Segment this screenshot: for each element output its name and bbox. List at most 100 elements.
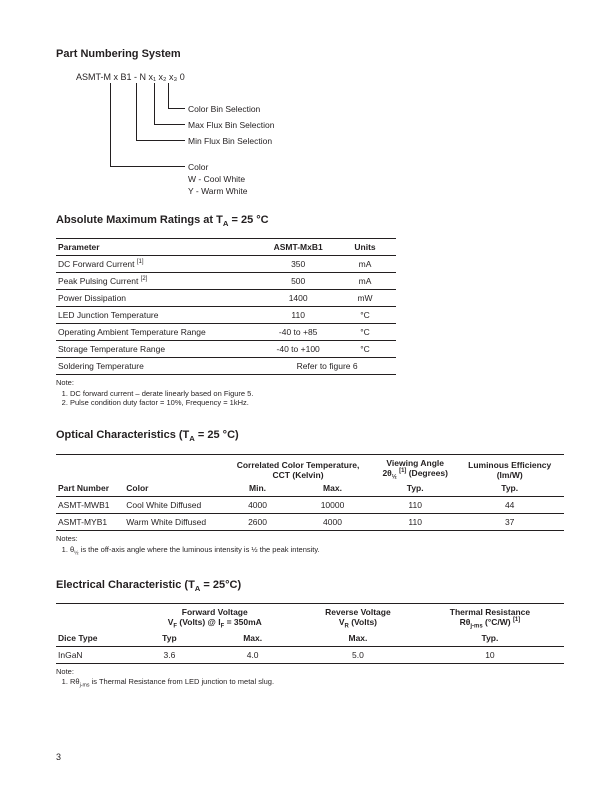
elec-h-max2: Max. <box>300 630 420 647</box>
note-sub: j-ms <box>80 682 90 688</box>
amr-h-param: Parameter <box>56 239 262 256</box>
opt-notes: Notes: θ½ is the off-axis angle where th… <box>56 534 564 556</box>
section-title-elec: Electrical Characteristic (TA = 25°C) <box>56 579 564 593</box>
opt-cell: 37 <box>459 514 564 531</box>
page-number: 3 <box>56 752 61 762</box>
opt-table: Correlated Color Temperature, CCT (Kelvi… <box>56 454 564 532</box>
elec-cell: InGaN <box>56 646 134 663</box>
elec-h-typ: Typ <box>134 630 210 647</box>
pnd-label-color-y: Y - Warm White <box>188 186 248 196</box>
opt-cell: ASMT-MYB1 <box>56 514 124 531</box>
opt-cell: Warm White Diffused <box>124 514 225 531</box>
elec-cell: 4.0 <box>209 646 300 663</box>
note-label: Note: <box>56 667 74 676</box>
amr-cell: mW <box>338 290 396 307</box>
pnd-label-colorbin: Color Bin Selection <box>188 104 260 114</box>
opt-cell: 110 <box>375 497 459 514</box>
amr-cell: Refer to figure 6 <box>262 358 396 375</box>
pnd-label-color-w: W - Cool White <box>188 174 245 184</box>
note-text: is the off-axis angle where the luminous… <box>79 545 320 554</box>
note-label: Note: <box>56 378 74 387</box>
amr-cell: Peak Pulsing Current [2] <box>56 273 262 290</box>
note-label: Notes: <box>56 534 78 543</box>
opt-cell: 44 <box>459 497 564 514</box>
amr-cell: °C <box>338 341 396 358</box>
elec-h-text: Rθ <box>460 617 471 627</box>
opt-h-text: (lm/W) <box>497 470 523 480</box>
elec-title-pre: Electrical Characteristic (T <box>56 579 195 591</box>
elec-h-text: (Volts) @ I <box>177 617 221 627</box>
amr-table: Parameter ASMT-MxB1 Units DC Forward Cur… <box>56 238 396 375</box>
amr-cell: 350 <box>262 256 338 273</box>
opt-h-text: (Degrees) <box>406 468 448 478</box>
amr-note-2: Pulse condition duty factor = 10%, Frequ… <box>70 398 564 407</box>
elec-h-max: Max. <box>209 630 300 647</box>
opt-cell: 2600 <box>225 514 294 531</box>
elec-h-rv: Reverse Voltage VR (Volts) <box>300 603 420 629</box>
pnd-code: ASMT-M x B1 - N x₁ x₂ x₃ 0 <box>76 72 185 82</box>
part-number-diagram: ASMT-M x B1 - N x₁ x₂ x₃ 0 Color Bin Sel… <box>76 70 564 210</box>
amr-cell: Operating Ambient Temperature Range <box>56 324 262 341</box>
amr-note-ref: [2] <box>141 276 148 282</box>
amr-cell: mA <box>338 256 396 273</box>
amr-title-tail: = 25 °C <box>228 214 268 226</box>
amr-note-1: DC forward current – derate linearly bas… <box>70 389 564 398</box>
amr-param: Peak Pulsing Current <box>58 276 138 286</box>
amr-cell: 500 <box>262 273 338 290</box>
pnd-label-color: Color <box>188 162 208 172</box>
opt-cell: 4000 <box>225 497 294 514</box>
opt-h-blank <box>56 454 124 480</box>
opt-h-sub: ½ <box>392 474 397 480</box>
amr-cell: -40 to +100 <box>262 341 338 358</box>
amr-cell: -40 to +85 <box>262 324 338 341</box>
elec-cell: 10 <box>420 646 564 663</box>
amr-cell: 1400 <box>262 290 338 307</box>
elec-table: Forward Voltage VF (Volts) @ IF = 350mA … <box>56 603 564 664</box>
elec-h-th: Thermal Resistance Rθj-ms (°C/W) [1] <box>420 603 564 629</box>
opt-h-typ2: Typ. <box>459 480 564 497</box>
opt-h-text: Correlated Color Temperature, <box>237 460 360 470</box>
amr-h-units: Units <box>338 239 396 256</box>
opt-h-text: Luminous Efficiency <box>468 460 551 470</box>
amr-cell: °C <box>338 324 396 341</box>
elec-title-tail: = 25°C) <box>200 579 241 591</box>
section-title-amr: Absolute Maximum Ratings at TA = 25 °C <box>56 214 564 228</box>
amr-cell: Storage Temperature Range <box>56 341 262 358</box>
opt-h-text: Viewing Angle <box>386 458 444 468</box>
elec-h-text: (°C/W) <box>483 617 513 627</box>
elec-h-sup: [1] <box>513 617 520 623</box>
amr-h-val: ASMT-MxB1 <box>262 239 338 256</box>
section-title-pns: Part Numbering System <box>56 48 564 60</box>
opt-h-text: 2θ <box>382 468 391 478</box>
pnd-label-minflux: Min Flux Bin Selection <box>188 136 272 146</box>
elec-h-blank <box>56 603 134 629</box>
opt-cell: 4000 <box>294 514 375 531</box>
amr-note-ref: [1] <box>137 259 144 265</box>
amr-cell: mA <box>338 273 396 290</box>
elec-h-text: Reverse Voltage <box>325 607 391 617</box>
opt-cell: 110 <box>375 514 459 531</box>
section-title-opt: Optical Characteristics (TA = 25 °C) <box>56 429 564 443</box>
opt-cell: ASMT-MWB1 <box>56 497 124 514</box>
elec-notes: Note: Rθj-ms is Thermal Resistance from … <box>56 667 564 689</box>
amr-title-pre: Absolute Maximum Ratings at T <box>56 214 223 226</box>
opt-title-tail: = 25 °C) <box>195 429 239 441</box>
elec-h-sub: j-ms <box>470 624 482 630</box>
opt-h-color: Color <box>124 480 225 497</box>
note-text: Rθ <box>70 677 80 686</box>
amr-cell: °C <box>338 307 396 324</box>
opt-title-pre: Optical Characteristics (T <box>56 429 189 441</box>
amr-cell: 110 <box>262 307 338 324</box>
opt-cell: Cool White Diffused <box>124 497 225 514</box>
pnd-label-maxflux: Max Flux Bin Selection <box>188 120 274 130</box>
amr-notes: Note: DC forward current – derate linear… <box>56 378 564 407</box>
amr-cell: Power Dissipation <box>56 290 262 307</box>
elec-cell: 5.0 <box>300 646 420 663</box>
opt-h-min: Min. <box>225 480 294 497</box>
amr-cell: LED Junction Temperature <box>56 307 262 324</box>
amr-cell: DC Forward Current [1] <box>56 256 262 273</box>
elec-h-dice: Dice Type <box>56 630 134 647</box>
elec-note-1: Rθj-ms is Thermal Resistance from LED ju… <box>70 677 564 689</box>
opt-cell: 10000 <box>294 497 375 514</box>
elec-h-text: = 350mA <box>224 617 262 627</box>
